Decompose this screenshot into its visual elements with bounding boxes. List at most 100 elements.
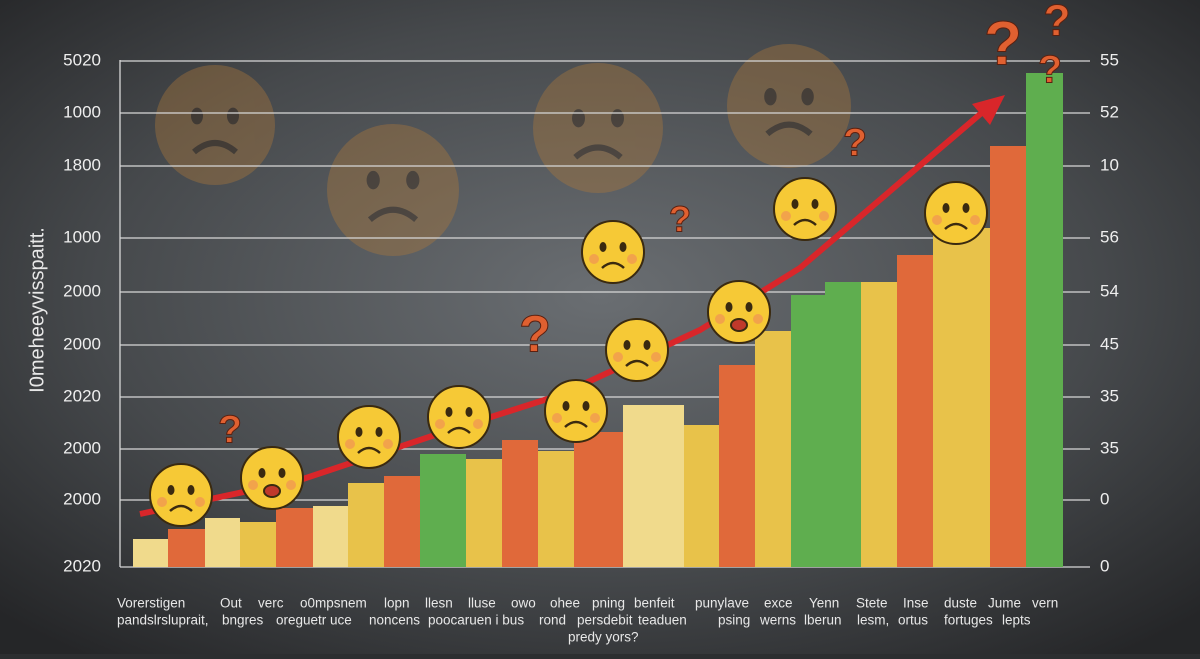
bar bbox=[240, 522, 276, 567]
eye bbox=[791, 199, 799, 209]
face bbox=[240, 446, 304, 510]
mouth bbox=[357, 446, 381, 454]
cheek bbox=[157, 497, 167, 507]
faded-face bbox=[327, 124, 459, 256]
arrow-head bbox=[972, 95, 1005, 125]
bar bbox=[168, 529, 205, 567]
y-tick-label: 1800 bbox=[63, 155, 101, 174]
eye bbox=[278, 468, 286, 478]
cheek bbox=[552, 413, 562, 423]
bar bbox=[755, 331, 791, 567]
x-label: predy yors? bbox=[568, 630, 639, 645]
cheek bbox=[589, 254, 599, 264]
cheek bbox=[715, 314, 725, 324]
face bbox=[924, 181, 988, 245]
faded-face bbox=[727, 44, 851, 168]
x-label: noncens bbox=[369, 613, 420, 628]
faded-face bbox=[533, 63, 663, 193]
bar bbox=[420, 454, 466, 567]
x-label: lesm, bbox=[857, 613, 889, 628]
x-label: owo bbox=[511, 596, 536, 611]
bar bbox=[719, 365, 755, 567]
bar bbox=[623, 405, 684, 567]
eye bbox=[355, 427, 363, 437]
emoji bbox=[707, 280, 771, 344]
y2-tick-label: 0 bbox=[1100, 489, 1109, 508]
emoji bbox=[544, 379, 608, 443]
bar bbox=[861, 282, 897, 567]
mouth bbox=[793, 218, 817, 226]
mouth bbox=[730, 318, 748, 332]
y-tick-label: 2000 bbox=[63, 334, 101, 353]
eye bbox=[366, 170, 380, 190]
y2-tick-label: 55 bbox=[1100, 50, 1119, 69]
y-tick-label: 5020 bbox=[63, 50, 101, 69]
face bbox=[149, 463, 213, 527]
face bbox=[605, 318, 669, 382]
eye bbox=[227, 107, 239, 125]
emoji bbox=[337, 405, 401, 469]
y-tick-label: 2000 bbox=[63, 489, 101, 508]
x-label: duste bbox=[944, 596, 977, 611]
x-label: llesn bbox=[425, 596, 453, 611]
y-tick-label: 2020 bbox=[63, 556, 101, 575]
cheek bbox=[435, 419, 445, 429]
cheek bbox=[473, 419, 483, 429]
face bbox=[707, 280, 771, 344]
bar bbox=[133, 539, 168, 567]
eye bbox=[465, 407, 473, 417]
cheek bbox=[345, 439, 355, 449]
x-label: poocaruen i bus bbox=[428, 613, 524, 628]
x-label: verc bbox=[258, 596, 284, 611]
face bbox=[155, 65, 275, 185]
x-label: exce bbox=[764, 596, 793, 611]
x-label: teaduen bbox=[638, 613, 687, 628]
question-mark: ? bbox=[843, 121, 867, 164]
bar bbox=[933, 228, 990, 567]
emoji bbox=[581, 220, 645, 284]
emoji bbox=[773, 177, 837, 241]
x-label: pning bbox=[592, 596, 625, 611]
bar bbox=[574, 432, 623, 567]
cheek bbox=[383, 439, 393, 449]
bar bbox=[684, 425, 719, 567]
question-mark: ? bbox=[1044, 0, 1071, 46]
x-label: lberun bbox=[804, 613, 842, 628]
eye bbox=[643, 340, 651, 350]
faded-face bbox=[155, 65, 275, 185]
bar bbox=[1026, 73, 1063, 567]
y2-tick-label: 10 bbox=[1100, 155, 1119, 174]
y-tick-label: 1000 bbox=[63, 102, 101, 121]
cheek bbox=[627, 254, 637, 264]
eye bbox=[942, 203, 950, 213]
mouth bbox=[601, 261, 625, 269]
eye bbox=[725, 302, 733, 312]
bar bbox=[466, 459, 502, 567]
x-label: rond bbox=[539, 613, 566, 628]
eye bbox=[745, 302, 753, 312]
x-label: vern bbox=[1032, 596, 1058, 611]
y2-tick-label: 0 bbox=[1100, 556, 1109, 575]
eye bbox=[406, 170, 420, 190]
bar bbox=[384, 476, 420, 567]
x-label: lepts bbox=[1002, 613, 1031, 628]
emoji bbox=[240, 446, 304, 510]
x-label: Out bbox=[220, 596, 242, 611]
eye bbox=[572, 109, 585, 128]
emoji bbox=[605, 318, 669, 382]
x-label: persdebit bbox=[577, 613, 633, 628]
mouth bbox=[367, 206, 419, 223]
x-label: werns bbox=[759, 613, 796, 628]
eye bbox=[445, 407, 453, 417]
emoji bbox=[427, 385, 491, 449]
face bbox=[327, 124, 459, 256]
eye bbox=[801, 88, 814, 106]
bar bbox=[205, 518, 240, 567]
x-label: Vorerstigen bbox=[117, 596, 185, 611]
eye bbox=[619, 242, 627, 252]
eye bbox=[191, 107, 203, 125]
bar bbox=[897, 255, 933, 567]
eye bbox=[258, 468, 266, 478]
